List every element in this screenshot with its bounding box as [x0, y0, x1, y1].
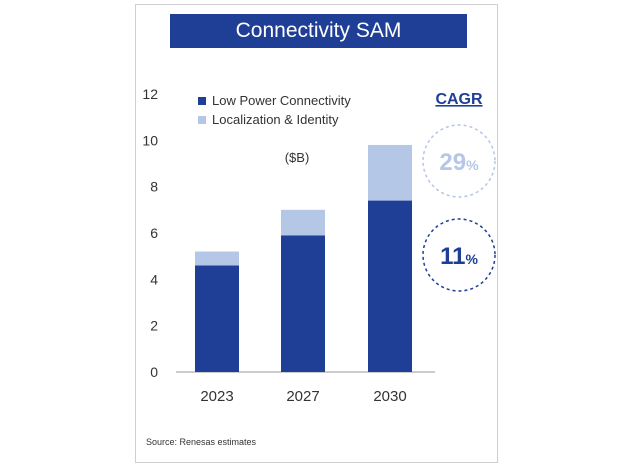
- bar-localization-2027: [281, 209, 325, 236]
- y-tick-label: 0: [150, 364, 158, 380]
- y-tick-label: 6: [150, 225, 158, 241]
- y-tick-label: 8: [150, 179, 158, 195]
- bar-low-power-2023: [195, 265, 239, 372]
- x-category-label: 2027: [286, 388, 319, 405]
- cagr-value: 11%: [440, 243, 478, 270]
- x-category-label: 2023: [200, 388, 233, 405]
- source-note: Source: Renesas estimates: [146, 437, 257, 447]
- bar-localization-2023: [195, 251, 239, 266]
- y-tick-label: 4: [150, 271, 158, 287]
- bar-low-power-2027: [281, 235, 325, 372]
- y-tick-label: 10: [142, 132, 158, 148]
- legend-label: Localization & Identity: [212, 112, 339, 127]
- legend-swatch: [198, 97, 206, 105]
- x-category-label: 2030: [373, 388, 406, 405]
- y-tick-label: 2: [150, 318, 158, 334]
- cagr-circle: [422, 124, 496, 198]
- cagr-value: 29%: [439, 149, 479, 176]
- bar-localization-2030: [368, 144, 412, 201]
- legend-label: Low Power Connectivity: [212, 93, 351, 108]
- cagr-circle: [422, 218, 496, 292]
- legend-swatch: [198, 116, 206, 124]
- cagr-title: CAGR: [435, 91, 483, 108]
- bar-low-power-2030: [368, 200, 412, 372]
- unit-label: ($B): [285, 150, 310, 165]
- chart-title: Connectivity SAM: [170, 14, 467, 48]
- y-tick-label: 12: [142, 86, 158, 102]
